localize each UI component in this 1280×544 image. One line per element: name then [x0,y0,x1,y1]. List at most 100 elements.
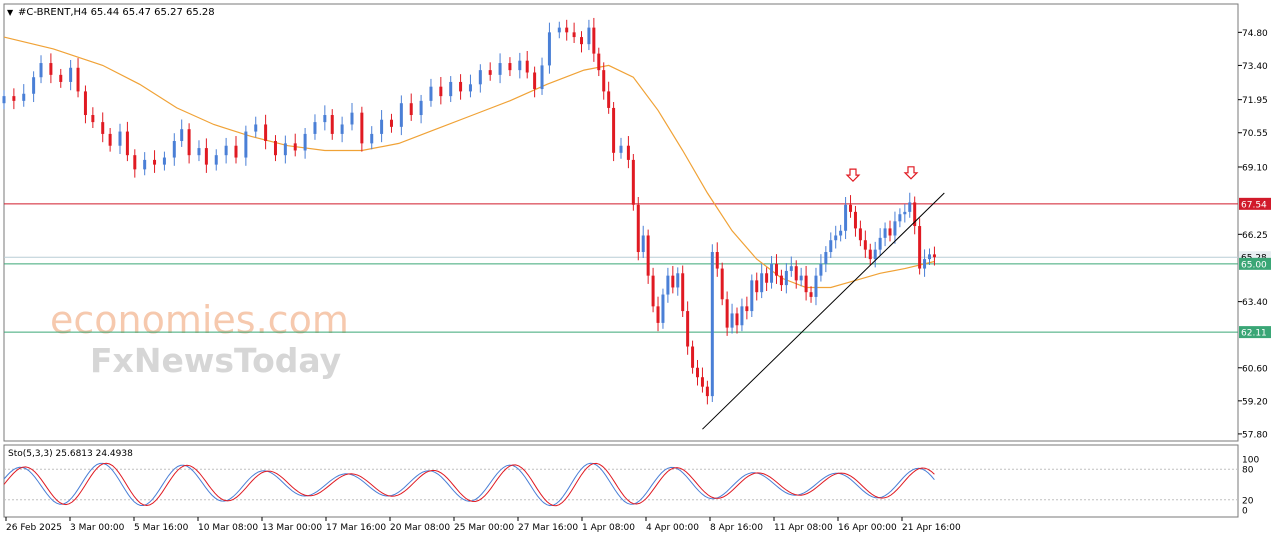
oscillator-level-label: 0 [1242,507,1248,517]
price-tag-label: 67.54 [1241,200,1267,210]
candle-body [883,228,887,238]
candle-body [597,53,601,71]
candle-body [705,386,709,397]
candle-body [101,122,105,134]
candle-body [794,266,798,281]
candle-body [360,112,364,144]
candle-body [661,294,665,323]
candle-body [518,60,522,71]
price-tag [1239,257,1271,270]
time-tick-label: 25 Mar 00:00 [454,523,514,533]
candle-body [740,306,744,326]
oscillator-level-label: 100 [1242,456,1259,466]
candle-body [819,263,823,276]
candle-body [488,70,492,75]
candle-body [12,96,16,101]
candle-body [710,252,714,397]
candle-body [283,143,287,156]
price-axis: 74.80 73.40 71.95 70.55 69.10 66.25 63.40 60.60… [1238,29,1268,440]
candle-body [409,103,413,116]
moving-average-line [3,36,935,289]
candle-body [760,273,764,293]
price-tick-label: 70.55 [1242,129,1268,139]
candle-body [750,280,754,312]
candle-body [676,273,680,288]
candle-body [459,81,463,92]
candle-body [59,74,63,82]
candle-body [641,235,645,253]
price-tag-label: 65.00 [1241,260,1267,270]
candle-body [612,107,616,153]
candle-body [273,141,277,156]
time-tick-label: 21 Apr 16:00 [902,523,961,533]
candle-body [293,143,297,151]
candle-body [399,103,403,127]
candle-body [214,155,218,165]
candle-body [849,204,853,212]
trendline [702,192,945,430]
candle-body [244,131,248,158]
candle-body [888,228,892,236]
candle-body [720,268,724,300]
candle-body [839,230,843,236]
down-arrow-icon [845,168,861,183]
candle-body [631,159,635,205]
candle-body [858,228,862,241]
time-tick-label: 8 Apr 16:00 [710,523,763,533]
candle-body [932,254,936,258]
time-tick-label: 3 Mar 00:00 [70,523,125,533]
candle-body [350,112,354,125]
candle-body [873,249,877,260]
candle-body [557,27,561,33]
signals-layer [845,166,919,183]
candle-body [587,27,591,45]
time-tick-label: 27 Mar 16:00 [518,523,578,533]
candle-body [439,86,443,97]
candle-body [39,63,43,78]
candle-body [745,306,749,312]
candle-body [903,211,907,215]
candle-body [303,133,307,151]
candle-body [681,273,685,312]
oscillator-level-label: 20 [1242,496,1254,506]
candle-body [572,32,576,38]
candle-body [32,77,36,94]
candle-body [83,91,87,116]
candle-body [547,32,551,66]
candle-body [580,37,584,45]
candle-body [180,129,184,142]
candle-body [133,155,137,170]
candle-body [686,311,690,347]
time-axis: 26 Feb 2025 3 Mar 00:00 5 Mar 16:00 10 Mar … [5,517,961,533]
candle-body [592,27,596,54]
candle-body [602,70,606,92]
candle-body [254,124,258,132]
menu-arrow-icon[interactable]: ▼ [7,8,14,17]
candle-body [853,211,857,229]
candle-body [498,63,502,75]
candle-body [878,237,882,250]
price-tick-label: 74.80 [1242,29,1268,39]
price-tick-label: 60.60 [1242,364,1268,374]
candle-body [330,115,334,134]
candle-body [224,145,228,156]
candle-body [671,275,675,288]
candle-body [468,84,472,92]
time-tick-label: 10 Mar 08:00 [198,523,258,533]
candle-body [784,270,788,286]
candle-body [540,65,544,90]
candle-body [69,67,73,82]
candle-body [187,129,191,156]
candle-body [844,204,848,231]
candle-body [923,259,927,269]
candle-body [789,266,793,271]
candle-body [765,273,769,283]
candle-body [913,202,917,227]
candle-body [76,67,80,92]
candle-body [908,202,912,212]
candle-body [118,131,122,146]
candles-layer [2,17,936,405]
candle-body [389,119,393,127]
